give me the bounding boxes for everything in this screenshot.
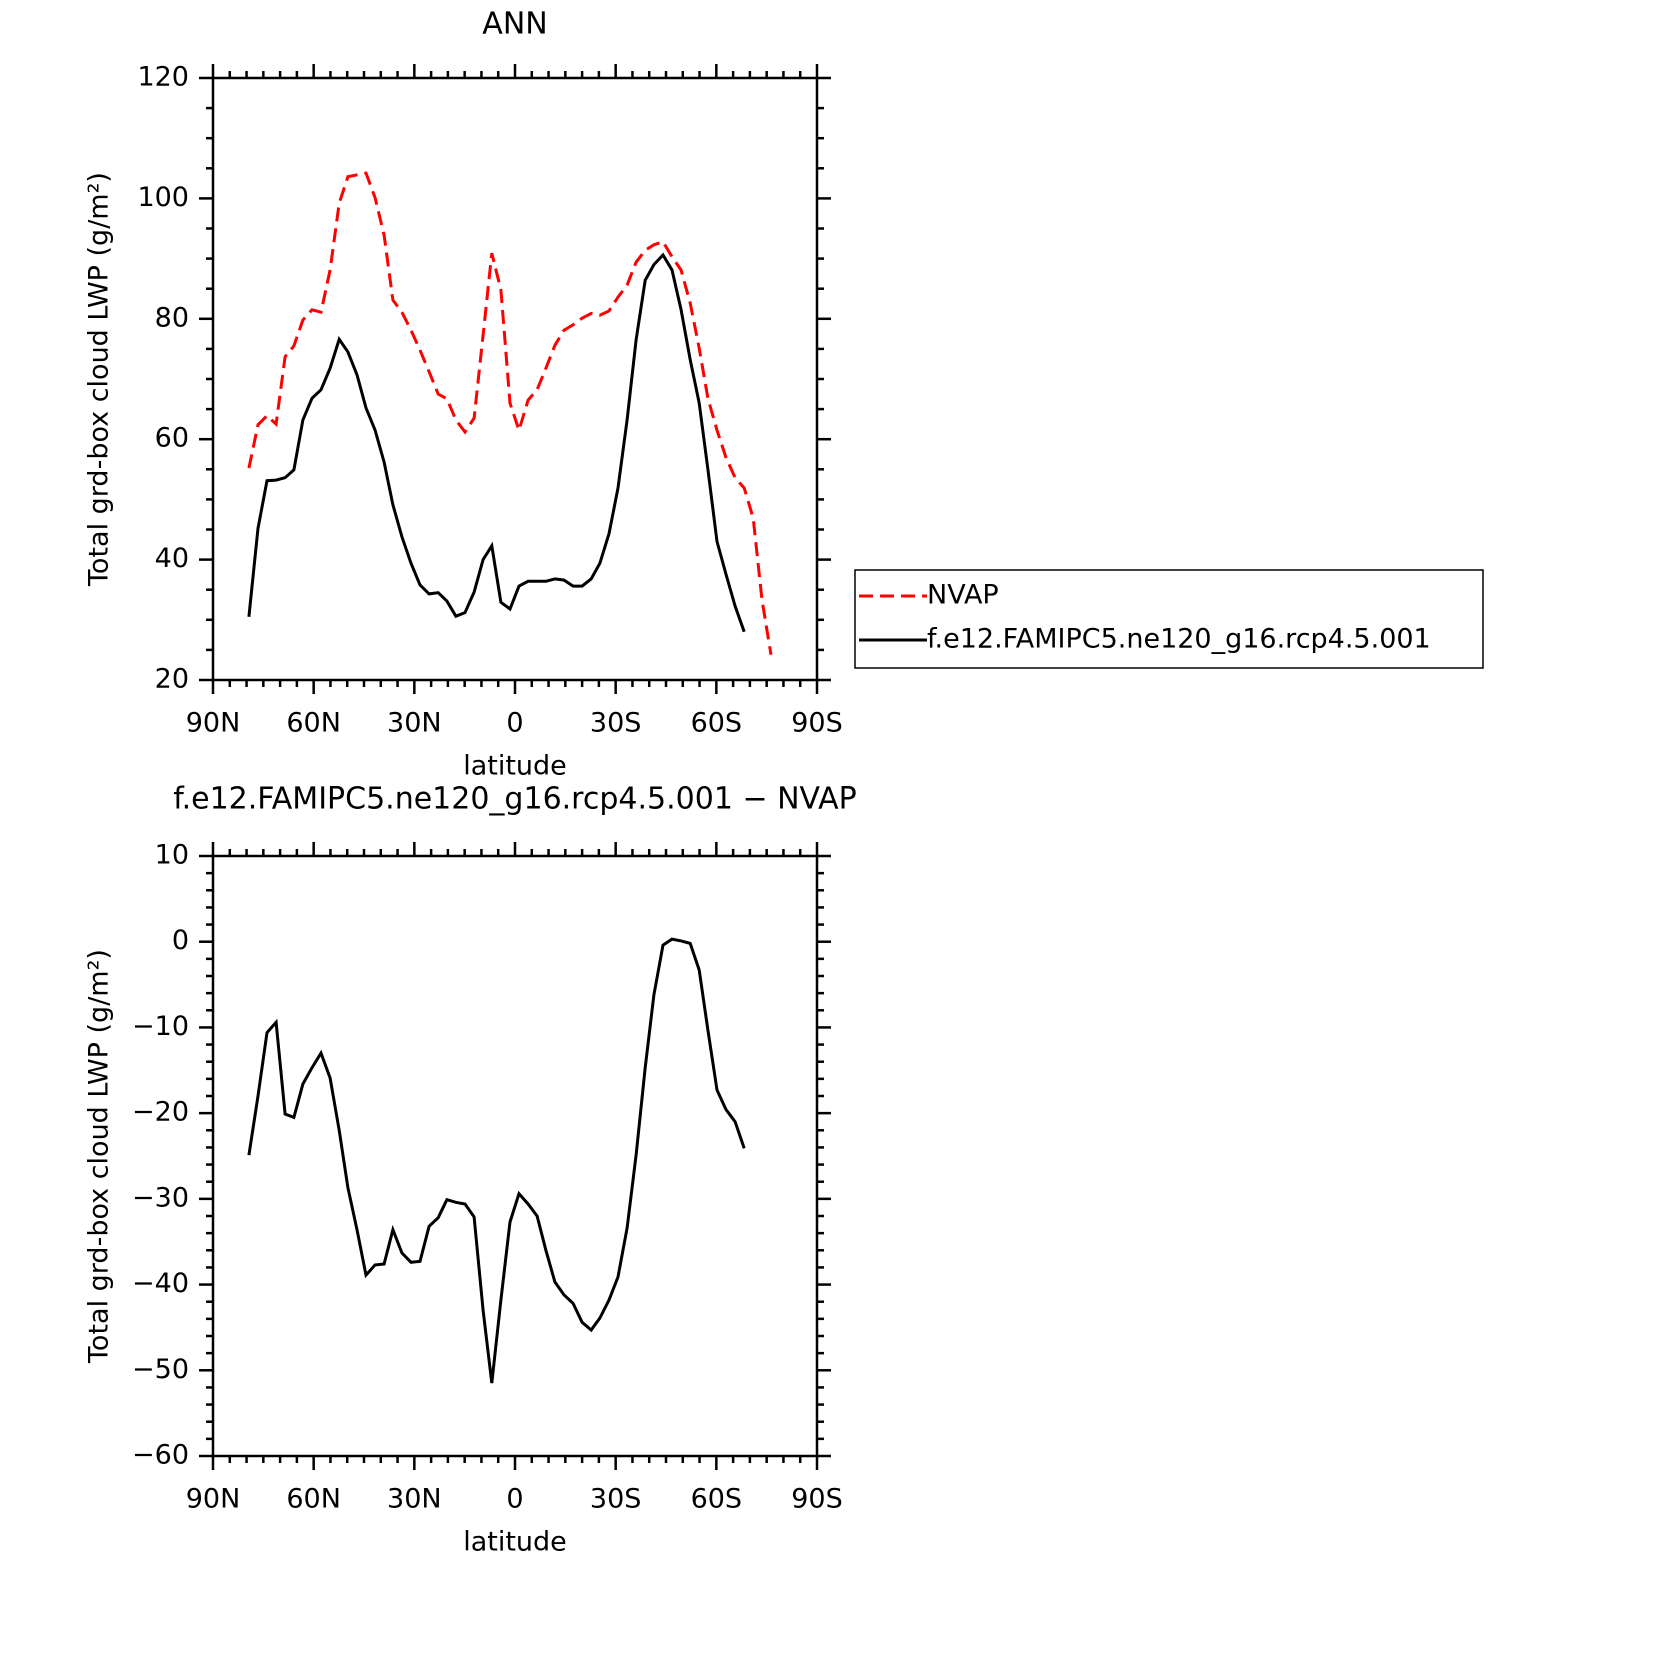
legend-box <box>854 569 1484 669</box>
x-tick-label: 60S <box>691 1484 743 1515</box>
x-tick-label: 60N <box>286 708 341 739</box>
y-axis-label: Total grd-box cloud LWP (g/m²) <box>84 172 115 587</box>
y-tick-label: 80 <box>155 302 189 333</box>
x-tick-label: 90S <box>791 708 843 739</box>
y-tick-label: 100 <box>137 182 189 213</box>
y-tick-label: 120 <box>137 62 189 93</box>
y-axis-label: Total grd-box cloud LWP (g/m²) <box>84 949 115 1364</box>
plot-frame <box>211 76 819 682</box>
chart-title: ANN <box>482 7 547 42</box>
y-tick-label: 40 <box>155 543 189 574</box>
y-tick-label: −20 <box>132 1097 189 1128</box>
y-tick-label: 10 <box>155 840 189 871</box>
x-tick-label: 0 <box>506 1484 523 1515</box>
plot-frame <box>211 854 819 1458</box>
data-line <box>247 937 746 1384</box>
y-tick-label: 20 <box>155 664 189 695</box>
y-tick-label: 0 <box>172 925 189 956</box>
x-axis-label: latitude <box>463 751 567 782</box>
x-tick-label: 60N <box>286 1484 341 1515</box>
x-tick-label: 90S <box>791 1484 843 1515</box>
x-tick-label: 30S <box>590 708 642 739</box>
x-tick-label: 90N <box>186 1484 241 1515</box>
data-line <box>247 252 746 633</box>
x-axis-label: latitude <box>463 1527 567 1558</box>
y-tick-label: −40 <box>132 1268 189 1299</box>
y-tick-label: −10 <box>132 1011 189 1042</box>
legend-label: NVAP <box>927 580 999 611</box>
x-tick-label: 30N <box>387 708 442 739</box>
x-tick-label: 60S <box>691 708 743 739</box>
legend-label: f.e12.FAMIPC5.ne120_g16.rcp4.5.001 <box>927 624 1431 655</box>
x-tick-label: 90N <box>186 708 241 739</box>
y-tick-label: −60 <box>132 1440 189 1471</box>
x-tick-label: 30N <box>387 1484 442 1515</box>
y-tick-label: −30 <box>132 1182 189 1213</box>
y-tick-label: 60 <box>155 423 189 454</box>
x-tick-label: 0 <box>506 708 523 739</box>
data-line <box>247 171 773 655</box>
y-tick-label: −50 <box>132 1354 189 1385</box>
chart-title: f.e12.FAMIPC5.ne120_g16.rcp4.5.001 − NVA… <box>173 782 857 817</box>
x-tick-label: 30S <box>590 1484 642 1515</box>
